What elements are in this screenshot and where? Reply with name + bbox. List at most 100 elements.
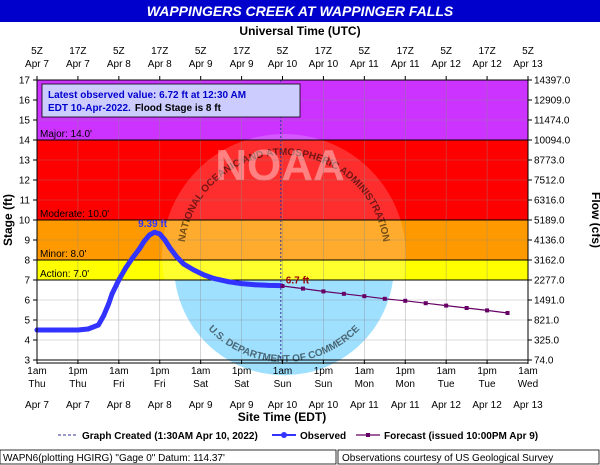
forecast-point xyxy=(464,306,469,310)
x-tick-date: Apr 7 xyxy=(25,400,49,411)
x-tick-date: Apr 12 xyxy=(431,400,461,411)
chart-title: WAPPINGERS CREEK AT WAPPINGER FALLS xyxy=(147,3,454,19)
x-tick-day: Mon xyxy=(355,379,374,390)
forecast-series-line xyxy=(282,285,508,314)
flow-tick-label: 325.0 xyxy=(534,336,559,347)
flow-tick-label: 7512.0 xyxy=(534,176,565,187)
y-tick-label: 8 xyxy=(24,256,30,267)
watermark-seal-water xyxy=(175,280,393,376)
x-tick-time: 1am xyxy=(355,366,374,377)
x-tick-time: 1am xyxy=(109,366,128,377)
x-tick-time: 1am xyxy=(27,366,46,377)
title-bar xyxy=(0,0,600,22)
flow-tick-label: 74.0 xyxy=(534,356,554,367)
flow-tick-label: 12909.0 xyxy=(534,96,571,107)
plot-area: NATIONAL OCEANIC AND ATMOSPHERIC ADMINIS… xyxy=(34,79,529,378)
latest-value-box-bg xyxy=(41,83,301,118)
left-axis-title: Stage (ft) xyxy=(1,194,15,246)
x-tick-date: Apr 8 xyxy=(107,400,131,411)
top-tick-time: 5Z xyxy=(277,46,289,57)
flow-tick-label: 3162.0 xyxy=(534,256,565,267)
legend-created-label: Graph Created (1:30AM Apr 10, 2022) xyxy=(82,431,258,442)
y-tick-label: 10 xyxy=(19,216,31,227)
top-tick-time: 5Z xyxy=(522,46,534,57)
axes: 3 74.0 4 325.0 5 821.0 6 1491.0 7 2277.0 8 3162.0 9 4… xyxy=(19,46,571,411)
observed-point xyxy=(116,277,122,283)
flood-band-label: Minor: 8.0' xyxy=(40,249,86,260)
x-tick-day: Tue xyxy=(438,379,455,390)
top-tick-date: Apr 12 xyxy=(472,59,502,70)
forecast-point xyxy=(423,301,428,306)
flood-band-label: Major: 14.0' xyxy=(40,129,92,140)
x-tick-date: Apr 10 xyxy=(309,400,339,411)
observed-point xyxy=(174,254,180,260)
forecast-point xyxy=(403,298,408,303)
observed-point xyxy=(61,327,67,333)
y-tick-label: 6 xyxy=(24,296,30,307)
top-tick-time: 5Z xyxy=(113,46,125,57)
y-tick-label: 3 xyxy=(24,356,30,367)
top-tick-time: 17Z xyxy=(69,46,86,57)
flow-tick-label: 11474.0 xyxy=(534,116,570,127)
observed-point xyxy=(123,265,129,271)
footer-left-box xyxy=(0,449,337,465)
top-tick-time: 17Z xyxy=(397,46,414,57)
x-tick-day: Sat xyxy=(234,379,249,390)
x-tick-date: Apr 8 xyxy=(148,400,172,411)
forecast-point xyxy=(505,311,510,315)
x-tick-date: Apr 7 xyxy=(66,400,90,411)
flow-tick-label: 821.0 xyxy=(534,316,559,327)
top-tick-date: Apr 11 xyxy=(391,59,420,70)
top-tick-time: 17Z xyxy=(233,46,250,57)
observed-point xyxy=(101,313,106,319)
flow-tick-label: 1491.0 xyxy=(534,296,565,307)
noaa-watermark: NATIONAL OCEANIC AND ATMOSPHERIC ADMINIS… xyxy=(162,134,406,378)
observed-point xyxy=(191,267,197,273)
flood-category-labels: Action: 7.0' Minor: 8.0' Moderate: 10.0' Ma… xyxy=(37,129,528,281)
top-tick-date: Apr 9 xyxy=(189,59,213,70)
x-tick-day: Wed xyxy=(518,379,538,390)
flow-tick-label: 14397.0 xyxy=(534,76,571,87)
x-tick-day: Sun xyxy=(274,379,292,390)
legend-forecast-label: Forecast (issued 10:00PM Apr 9) xyxy=(384,431,538,442)
observed-point xyxy=(211,276,217,281)
top-tick-date: Apr 10 xyxy=(309,59,339,70)
forecast-point xyxy=(300,286,305,291)
x-tick-date: Apr 10 xyxy=(268,400,298,411)
x-tick-day: Fri xyxy=(154,379,166,390)
observed-point xyxy=(130,255,135,261)
y-tick-label: 12 xyxy=(19,176,31,187)
legend: Graph Created (1:30AM Apr 10, 2022) Obse… xyxy=(58,431,538,442)
top-tick-time: 5Z xyxy=(358,46,370,57)
flow-tick-label: 10094.0 xyxy=(534,136,571,147)
latest-value-line2: EDT 10-Apr-2022. Flood Stage is 8 ft xyxy=(48,103,222,114)
x-tick-date: Apr 13 xyxy=(513,400,543,411)
series-layer: 9.39 ft 6.7 ft xyxy=(34,80,510,360)
forecast-point xyxy=(485,308,490,313)
top-tick-time: 17Z xyxy=(315,46,332,57)
x-tick-date: Apr 9 xyxy=(230,400,254,411)
observed-point xyxy=(106,301,112,307)
footer-datum: WAPN6(plotting HGIRG) "Gage 0" Datum: 11… xyxy=(3,453,225,464)
top-tick-date: Apr 11 xyxy=(350,59,379,70)
x-tick-day: Sat xyxy=(193,379,208,390)
observed-point xyxy=(75,327,81,333)
x-tick-day: Sun xyxy=(315,379,333,390)
legend-observed-label: Observed xyxy=(300,431,346,442)
flow-tick-label: 5189.0 xyxy=(534,216,565,227)
x-tick-day: Mon xyxy=(396,379,415,390)
y-tick-label: 11 xyxy=(20,196,31,207)
x-tick-time: 1pm xyxy=(68,366,87,377)
observed-point xyxy=(136,246,142,252)
top-tick-date: Apr 12 xyxy=(431,59,461,70)
observed-point xyxy=(157,231,163,237)
flood-band-label: Moderate: 10.0' xyxy=(40,209,109,220)
flow-tick-label: 8773.0 xyxy=(534,156,565,167)
y-tick-label: 14 xyxy=(19,136,31,147)
observed-point xyxy=(239,281,244,286)
footer-right-box xyxy=(337,449,600,465)
flood-band-label: Action: 7.0' xyxy=(40,269,89,280)
latest-stage-label: 6.7 ft xyxy=(286,276,310,287)
observed-point xyxy=(201,272,207,278)
